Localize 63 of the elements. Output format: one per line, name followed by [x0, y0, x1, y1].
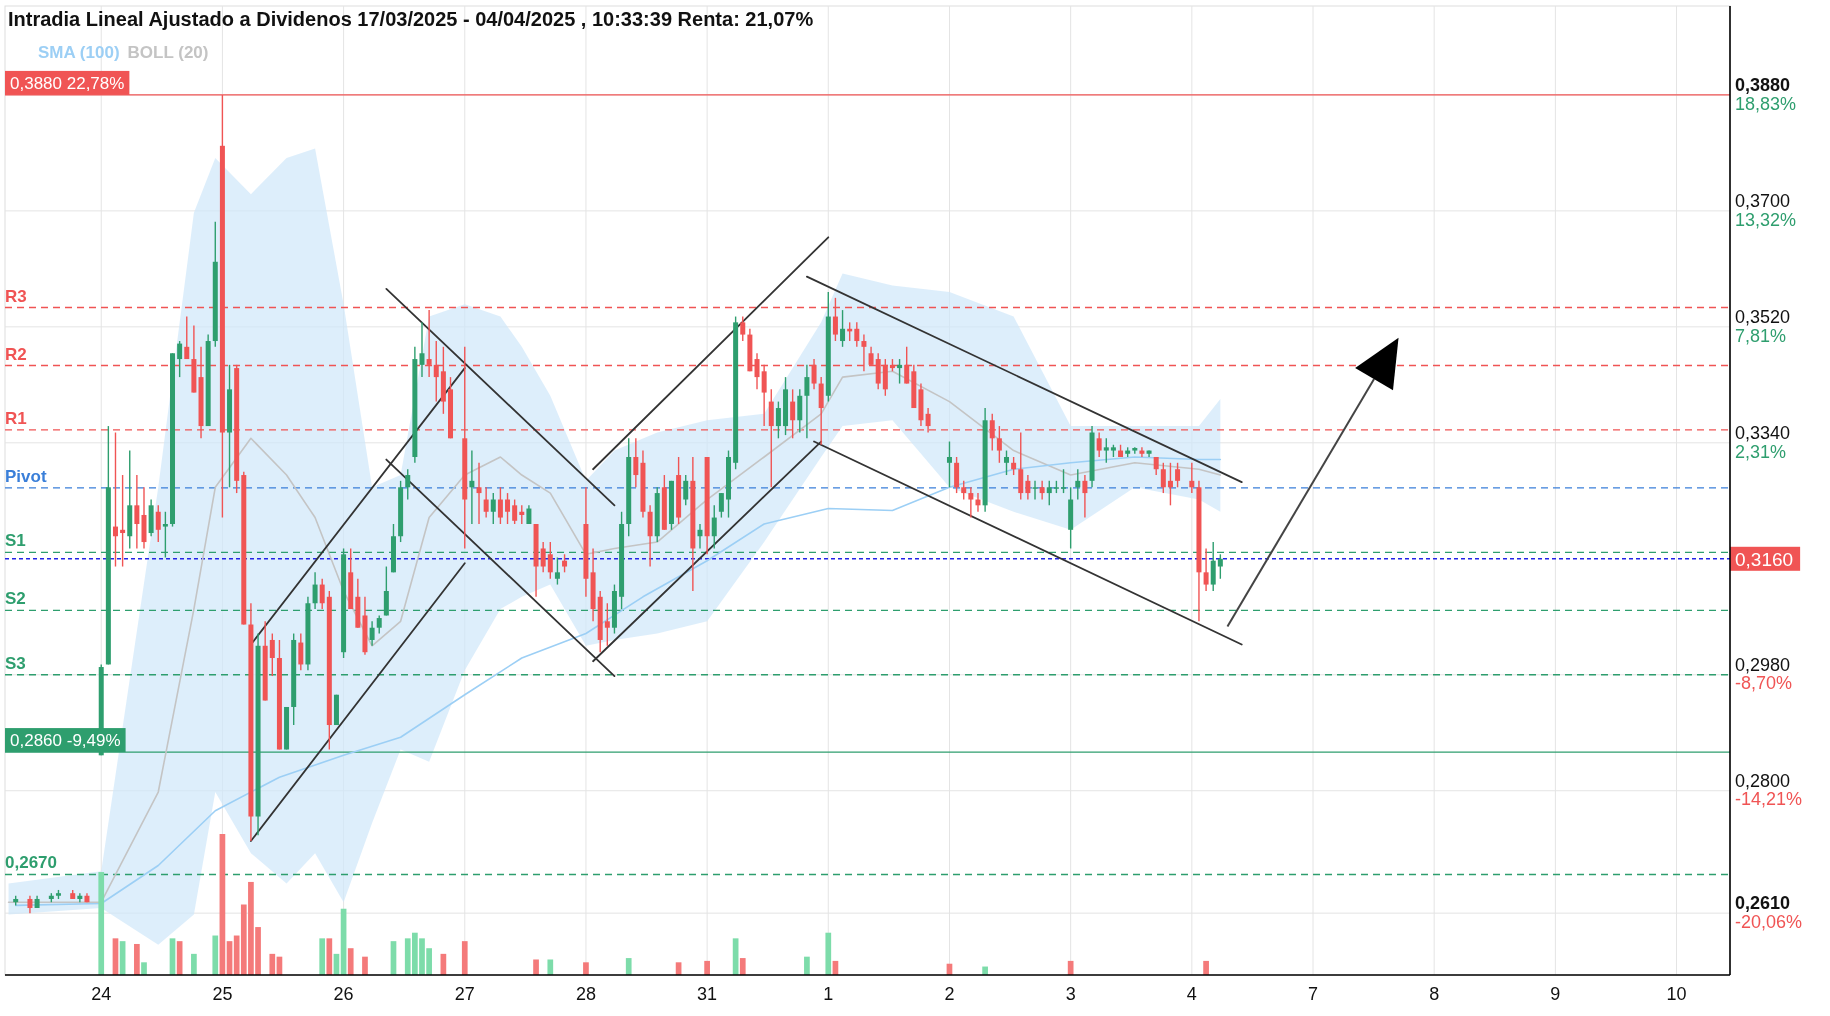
bar [269, 953, 276, 975]
bar [191, 953, 197, 975]
ref-line-label: 0,3880 22,78% [10, 73, 125, 93]
y-tick-label: 0,2610 [1735, 893, 1791, 914]
text: SMA (100) [38, 43, 120, 62]
x-tick-label: 4 [1186, 984, 1197, 1004]
bar [625, 958, 632, 975]
y2-tick-label: 13,32% [1735, 209, 1797, 230]
bar [1203, 960, 1209, 975]
x-tick-label: 31 [697, 984, 718, 1004]
bar [533, 959, 539, 975]
x-tick-label: 1 [823, 984, 834, 1004]
x-tick-label: 7 [1308, 984, 1319, 1004]
ref-line-label: R3 [5, 286, 27, 306]
x-tick-label: 8 [1429, 984, 1440, 1004]
x-tick-label: 27 [454, 984, 475, 1004]
x-tick-label: 10 [1666, 984, 1687, 1004]
x-tick-label: 3 [1065, 984, 1076, 1004]
bar [141, 962, 147, 975]
bar [461, 941, 468, 975]
y2-tick-label: 18,83% [1735, 93, 1797, 114]
bar [583, 962, 589, 975]
y2-tick-label: -14,21% [1735, 789, 1803, 810]
y-tick-label: 0,2980 [1735, 654, 1791, 675]
y2-tick-label: -8,70% [1735, 673, 1793, 694]
x-tick-label: 25 [212, 984, 233, 1004]
bar [804, 956, 810, 975]
ref-line-label: Pivot [5, 466, 47, 486]
y-tick-label: 0,3700 [1735, 190, 1791, 211]
x-tick-label: 2 [944, 984, 955, 1004]
y-tick-label: 0,3340 [1735, 422, 1791, 443]
bar [739, 958, 746, 975]
bar [134, 943, 140, 975]
x-tick-label: 28 [575, 984, 596, 1004]
bar [319, 938, 326, 975]
y-tick-label: 0,3520 [1735, 306, 1791, 327]
bar [547, 959, 554, 975]
bar [825, 932, 832, 975]
y-tick-label: 0,2800 [1735, 770, 1791, 791]
bar [347, 948, 354, 975]
ref-line-label: R1 [5, 408, 27, 428]
y-tick-label: 0,3880 [1735, 74, 1791, 95]
x-tick-label: 24 [91, 984, 112, 1004]
bar [1067, 960, 1074, 975]
bar [212, 935, 219, 975]
text: BOLL (20) [127, 43, 209, 62]
x-tick-label: 26 [333, 984, 354, 1004]
ref-line-label: S1 [5, 531, 26, 551]
chart-title: Intradia Lineal Ajustado a Dividenos 17/03/2025 - 04/04/2025 , 10:33:39 Renta: 21,07% [8, 8, 814, 30]
ref-line-label: S2 [5, 589, 26, 609]
bar [704, 960, 710, 975]
ref-line-label: 0,2670 [5, 853, 57, 873]
y2-tick-label: 7,81% [1735, 325, 1787, 346]
ref-line-label: R2 [5, 344, 27, 364]
ref-line-label: S3 [5, 653, 26, 673]
y2-tick-label: -20,06% [1735, 912, 1803, 933]
bar [98, 872, 105, 975]
ref-line-label: 0,3160 [1735, 548, 1794, 570]
bar [326, 938, 333, 975]
ref-line-label: 0,2860 -9,49% [10, 731, 121, 751]
x-tick-label: 9 [1550, 984, 1561, 1004]
bar [362, 956, 368, 975]
y2-tick-label: 2,31% [1735, 441, 1787, 462]
